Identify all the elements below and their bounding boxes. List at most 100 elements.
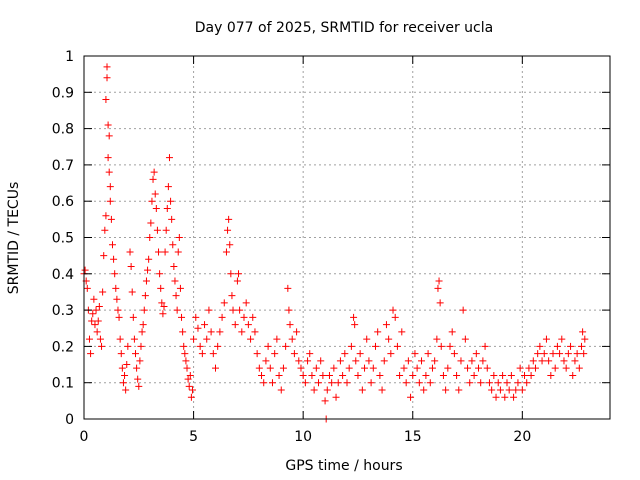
- data-point: [101, 226, 109, 234]
- data-point: [87, 350, 95, 358]
- data-point: [481, 342, 489, 350]
- data-point: [167, 197, 175, 205]
- data-point: [450, 350, 458, 358]
- data-point: [228, 292, 236, 300]
- data-point: [525, 364, 533, 372]
- data-point: [123, 361, 131, 369]
- data-point: [148, 197, 156, 205]
- data-point: [339, 371, 347, 379]
- data-point: [279, 364, 287, 372]
- x-tick-label: 5: [189, 429, 198, 445]
- data-point: [501, 393, 509, 401]
- data-point: [160, 302, 168, 310]
- data-point: [104, 121, 112, 129]
- data-point: [378, 386, 386, 394]
- data-point: [175, 234, 183, 241]
- data-point: [145, 255, 153, 263]
- y-tick-label: 0.2: [52, 339, 74, 355]
- data-point: [253, 350, 261, 358]
- data-point: [553, 342, 561, 350]
- data-point: [580, 350, 588, 358]
- data-point: [351, 321, 359, 329]
- data-point: [558, 335, 566, 343]
- data-point: [212, 364, 219, 372]
- data-point: [437, 342, 445, 350]
- data-point: [95, 302, 103, 310]
- data-point: [321, 397, 329, 405]
- data-point: [490, 371, 498, 379]
- data-point: [538, 357, 546, 365]
- data-point: [181, 350, 189, 358]
- data-point: [271, 350, 279, 358]
- data-point: [527, 371, 535, 379]
- data-point: [113, 295, 121, 303]
- data-point: [159, 310, 167, 318]
- data-point: [358, 386, 366, 394]
- data-point: [99, 288, 107, 296]
- data-point: [156, 270, 164, 278]
- data-point: [163, 204, 171, 212]
- data-point: [516, 364, 524, 372]
- data-point: [310, 386, 318, 394]
- data-points: [80, 63, 589, 423]
- data-point: [94, 317, 102, 325]
- data-point: [157, 284, 165, 292]
- data-point: [233, 277, 241, 285]
- data-point: [168, 215, 176, 223]
- data-point: [518, 386, 526, 394]
- data-point: [92, 306, 100, 314]
- data-point: [194, 324, 202, 332]
- y-tick-label: 0.8: [52, 122, 74, 138]
- data-point: [288, 335, 296, 343]
- data-point: [398, 328, 406, 336]
- data-point: [121, 371, 129, 379]
- data-point: [567, 342, 575, 350]
- data-point: [171, 277, 179, 285]
- data-point: [334, 379, 342, 387]
- data-point: [83, 284, 91, 292]
- data-point: [494, 379, 502, 387]
- data-point: [226, 241, 234, 249]
- data-point: [485, 379, 493, 387]
- data-point: [102, 96, 110, 104]
- data-point: [134, 375, 142, 383]
- data-point: [218, 313, 226, 321]
- data-point: [293, 328, 301, 336]
- data-point: [319, 371, 327, 379]
- y-tick-label: 0.5: [52, 231, 74, 247]
- data-point: [222, 248, 230, 256]
- data-point: [352, 357, 360, 365]
- data-point: [90, 295, 98, 303]
- data-point: [400, 364, 408, 372]
- data-point: [455, 386, 463, 394]
- data-point: [285, 306, 293, 314]
- data-point: [422, 371, 430, 379]
- data-point: [231, 321, 239, 329]
- data-point: [323, 386, 331, 394]
- data-point: [418, 357, 426, 365]
- data-point: [426, 379, 434, 387]
- data-point: [297, 364, 305, 372]
- data-point: [282, 342, 290, 350]
- data-point: [389, 306, 397, 314]
- data-point: [127, 263, 135, 271]
- data-point: [91, 321, 99, 329]
- data-point: [499, 371, 507, 379]
- data-point: [117, 350, 125, 358]
- data-point: [564, 350, 572, 358]
- chart-title: Day 077 of 2025, SRMTID for receiver ucl…: [195, 20, 493, 36]
- data-point: [367, 379, 375, 387]
- data-point: [507, 371, 515, 379]
- data-point: [124, 342, 132, 350]
- data-point: [207, 328, 215, 336]
- data-point: [85, 335, 93, 343]
- data-point: [140, 306, 148, 314]
- data-point: [150, 168, 158, 176]
- data-point: [119, 379, 127, 387]
- data-point: [545, 357, 553, 365]
- data-point: [103, 74, 111, 82]
- data-point: [138, 328, 146, 336]
- data-point: [184, 375, 192, 383]
- data-point: [424, 350, 432, 358]
